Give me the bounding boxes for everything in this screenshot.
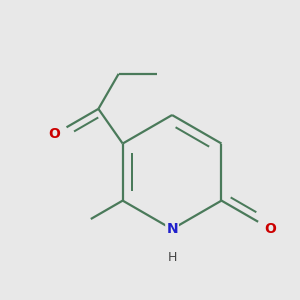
Text: O: O [49,127,60,141]
Text: O: O [264,222,276,236]
Text: H: H [167,251,177,264]
Text: N: N [166,222,178,236]
